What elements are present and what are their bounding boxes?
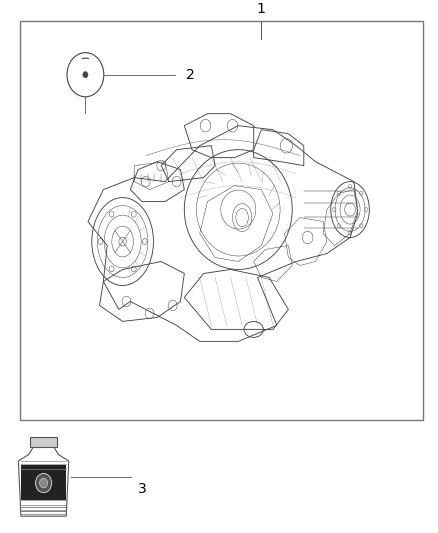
Bar [21, 465, 66, 500]
Bar [20, 21, 423, 420]
Text: 2: 2 [186, 68, 195, 82]
Text: 1: 1 [256, 2, 265, 16]
Circle shape [39, 478, 48, 488]
Bar [31, 438, 57, 447]
Text: 3: 3 [138, 482, 147, 496]
Circle shape [119, 237, 126, 246]
Circle shape [83, 71, 88, 78]
Circle shape [35, 473, 52, 492]
